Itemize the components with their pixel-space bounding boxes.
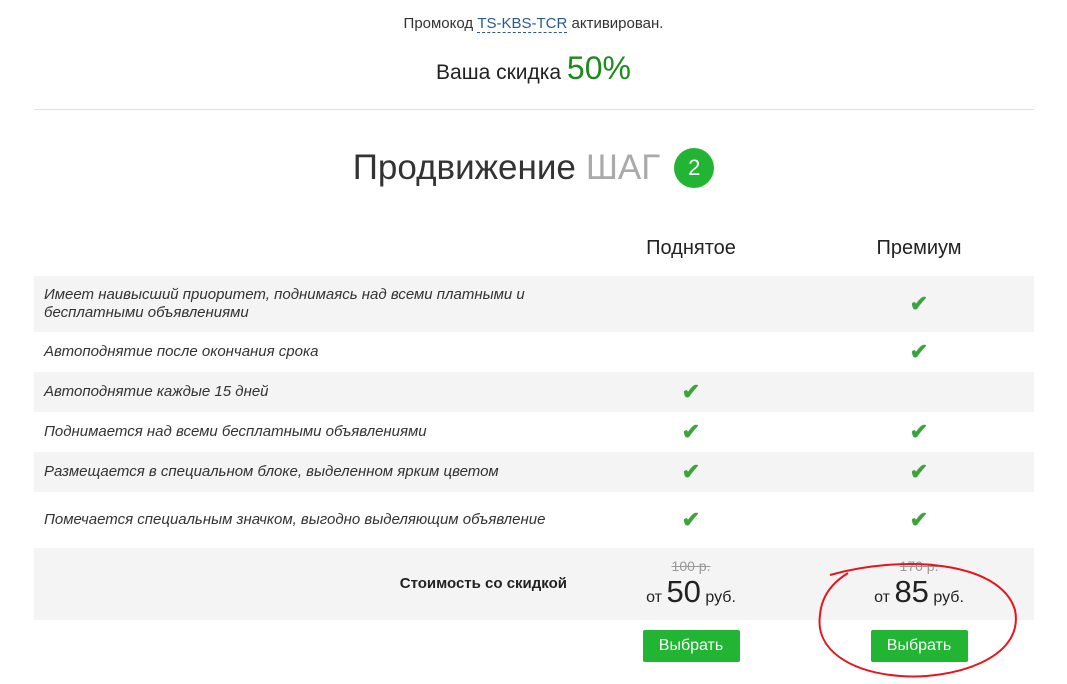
check-icon: ✔ [909, 507, 929, 532]
premium-cell: ✔ [805, 419, 1033, 445]
price-raised: 100 р. от 50 руб. [577, 558, 805, 610]
table-row: Имеет наивысший приоритет, поднимаясь на… [34, 276, 1034, 332]
check-icon: ✔ [681, 507, 701, 532]
step-label: ШАГ [585, 148, 661, 187]
table-row: Поднимается над всеми бесплатными объявл… [34, 412, 1034, 452]
from-label: от [874, 589, 890, 606]
feature-label: Имеет наивысший приоритет, поднимаясь на… [44, 286, 525, 321]
discount-label: Ваша скидка [436, 61, 562, 84]
check-icon: ✔ [681, 379, 701, 404]
from-label: от [646, 589, 662, 606]
comparison-table: Поднятое Премиум Имеет наивысший приорит… [34, 220, 1034, 620]
check-icon: ✔ [681, 419, 701, 444]
select-premium-button[interactable]: Выбрать [870, 630, 968, 662]
raised-cell: ✔ [577, 419, 805, 445]
check-icon: ✔ [909, 419, 929, 444]
select-raised-button[interactable]: Выбрать [642, 630, 740, 662]
premium-cell: ✔ [805, 507, 1033, 533]
price-row: Стоимость со скидкой 100 р. от 50 руб. 1… [34, 548, 1034, 620]
title-text: Продвижение [352, 148, 576, 187]
new-price: 85 [894, 574, 929, 609]
new-price: 50 [666, 574, 701, 609]
promo-prefix: Промокод [403, 15, 474, 32]
feature-label: Помечается специальным значком, выгодно … [44, 511, 546, 528]
check-icon: ✔ [909, 339, 929, 364]
raised-cell: ✔ [577, 379, 805, 405]
column-raised: Поднятое [646, 236, 736, 259]
discount-value: 50% [566, 50, 631, 86]
feature-label: Автоподнятие каждые 15 дней [44, 383, 269, 400]
feature-label: Поднимается над всеми бесплатными объявл… [44, 423, 427, 440]
promo-suffix: активирован. [571, 15, 664, 32]
check-icon: ✔ [681, 459, 701, 484]
button-row: Выбрать Выбрать [34, 630, 1034, 662]
table-header: Поднятое Премиум [34, 220, 1034, 276]
promo-message: Промокод TS-KBS-TCR активирован. [0, 15, 1067, 33]
check-icon: ✔ [909, 291, 929, 316]
table-row: Размещается в специальном блоке, выделен… [34, 452, 1034, 492]
old-price: 100 р. [671, 558, 711, 574]
promo-code-link[interactable]: TS-KBS-TCR [477, 15, 568, 33]
table-row: Помечается специальным значком, выгодно … [34, 492, 1034, 548]
old-price: 170 р. [899, 558, 939, 574]
feature-label: Размещается в специальном блоке, выделен… [44, 463, 499, 480]
raised-cell: ✔ [577, 459, 805, 485]
price-label: Стоимость со скидкой [399, 575, 567, 592]
premium-cell: ✔ [805, 459, 1033, 485]
table-row: Автоподнятие после окончания срока ✔ [34, 332, 1034, 372]
column-premium: Премиум [876, 236, 962, 259]
divider [34, 109, 1034, 110]
table-row: Автоподнятие каждые 15 дней ✔ [34, 372, 1034, 412]
page-title: Продвижение ШАГ 2 [0, 148, 1067, 188]
premium-cell: ✔ [805, 291, 1033, 317]
currency: руб. [933, 589, 964, 606]
feature-label: Автоподнятие после окончания срока [44, 343, 319, 360]
raised-cell: ✔ [577, 507, 805, 533]
discount-info: Ваша скидка 50% [0, 50, 1067, 87]
check-icon: ✔ [909, 459, 929, 484]
price-premium: 170 р. от 85 руб. [805, 558, 1033, 610]
currency: руб. [705, 589, 736, 606]
premium-cell: ✔ [805, 339, 1033, 365]
step-badge: 2 [674, 148, 715, 188]
